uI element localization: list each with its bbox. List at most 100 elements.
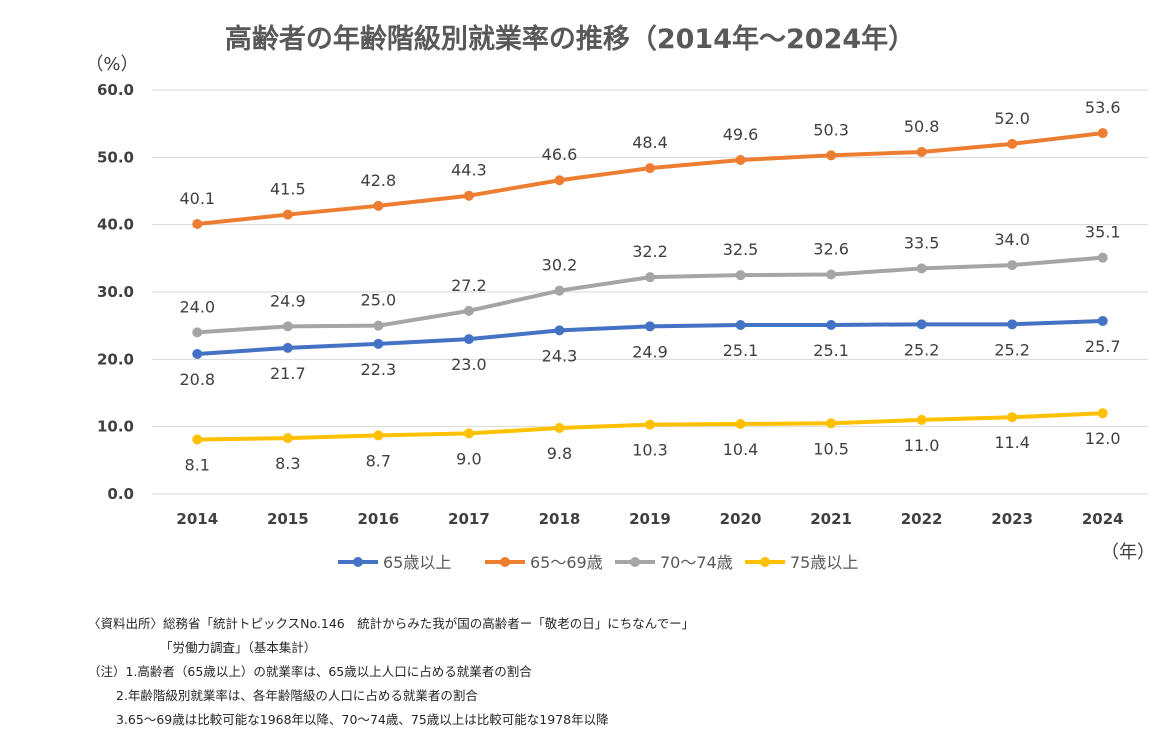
x-tick-label: 2015 [267,510,309,528]
data-point [463,428,474,439]
data-point [645,321,655,332]
data-label: 10.3 [632,441,668,460]
data-point [373,430,384,441]
data-label: 25.1 [813,341,849,360]
data-label: 41.5 [270,180,306,199]
x-tick-label: 2022 [901,510,943,528]
data-point [282,342,293,353]
data-label: 32.6 [813,239,849,258]
series-lines [192,128,1108,445]
data-point [554,325,565,336]
y-tick-label: 10.0 [97,418,134,436]
data-label: 48.4 [632,133,668,152]
legend-label: 70～74歳 [660,553,733,572]
data-label: 50.8 [904,117,940,136]
data-point [735,155,746,166]
data-point [192,434,203,445]
data-point [1007,138,1018,149]
x-tick-label: 2023 [991,510,1033,528]
data-point [282,433,293,444]
data-label: 25.0 [361,291,397,310]
x-tick-label: 2020 [720,510,762,528]
data-label: 49.6 [723,125,759,144]
data-label: 42.8 [361,171,397,190]
data-point [645,163,655,174]
data-label: 8.1 [185,455,210,474]
series-line [197,255,1103,335]
legend-label: 65～69歳 [530,553,603,572]
data-label: 53.6 [1085,98,1121,117]
data-point [735,418,746,429]
data-point [1097,408,1108,419]
data-label: 10.4 [723,440,759,459]
note-3: 3.65～69歳は比較可能な1968年以降、70～74歳、75歳以上は比較可能な… [116,712,609,727]
data-point [463,305,474,316]
legend: 65歳以上 65～69歳 70～74歳 75歳以上 [338,553,858,572]
data-point [826,319,837,330]
data-labels: 20.8 21.7 22.3 23.0 24.3 24.9 25.1 25.1 25.2 25.2… [179,98,1120,474]
legend-label: 75歳以上 [790,553,858,572]
data-label: 8.3 [275,454,300,473]
legend-marker [630,557,640,567]
y-tick-label: 0.0 [107,485,134,503]
data-label: 25.7 [1085,337,1121,356]
data-label: 10.5 [813,439,849,458]
x-tick-label: 2017 [448,510,490,528]
data-label: 22.3 [361,360,397,379]
data-label: 30.2 [542,256,578,275]
data-point [282,321,293,332]
data-point [192,348,203,359]
x-tick-label: 2024 [1082,510,1124,528]
data-label: 50.3 [813,120,849,139]
data-point [916,319,927,330]
data-point [373,338,384,349]
y-axis-unit: （%） [85,54,138,75]
data-point [1007,319,1018,330]
data-point [282,209,293,220]
data-point [192,327,203,338]
data-label: 8.7 [366,451,391,470]
data-label: 9.8 [547,444,572,463]
data-point [916,263,927,274]
notes-block: 〈資料出所〉総務省「統計トピックスNo.146 統計からみた我が国の高齢者ー「敬… [88,612,694,732]
y-tick-label: 60.0 [97,81,134,99]
data-label: 32.2 [632,242,668,261]
legend-label: 65歳以上 [383,553,451,572]
note-1: （注）1.高齢者（65歳以上）の就業率は、65歳以上人口に占める就業者の割合 [88,664,532,679]
data-point [1097,315,1108,326]
data-point [735,319,746,330]
legend-marker [760,557,770,567]
data-label: 24.9 [270,291,306,310]
data-point [826,150,837,161]
data-label: 35.1 [1085,223,1121,242]
y-axis-ticks: 0.0 10.0 20.0 30.0 40.0 50.0 60.0 [97,81,134,503]
data-point [916,414,927,425]
data-label: 24.9 [632,342,668,361]
data-label: 21.7 [270,364,306,383]
source-line-2: 「労働力調査」（基本集計） [160,640,317,655]
data-point [554,423,565,434]
data-label: 11.0 [904,436,940,455]
data-point [554,175,565,186]
y-tick-label: 40.0 [97,216,134,234]
data-label: 40.1 [179,189,215,208]
data-label: 25.2 [904,340,940,359]
data-label: 32.5 [723,240,759,259]
data-point [826,418,837,429]
data-point [463,190,474,201]
x-tick-label: 2016 [357,510,399,528]
data-label: 11.4 [994,433,1030,452]
data-point [463,334,474,345]
data-point [1097,128,1108,139]
chart-title: 高齢者の年齢階級別就業率の推移（2014年～2024年） [225,23,915,55]
data-label: 25.2 [994,340,1030,359]
x-axis-unit: （年） [1101,542,1155,563]
data-label: 52.0 [994,109,1030,128]
legend-marker [353,557,363,567]
data-point [373,200,384,211]
data-label: 9.0 [456,449,481,468]
data-label: 44.3 [451,161,487,180]
legend-marker [500,557,510,567]
x-tick-label: 2021 [810,510,852,528]
x-tick-label: 2018 [539,510,581,528]
